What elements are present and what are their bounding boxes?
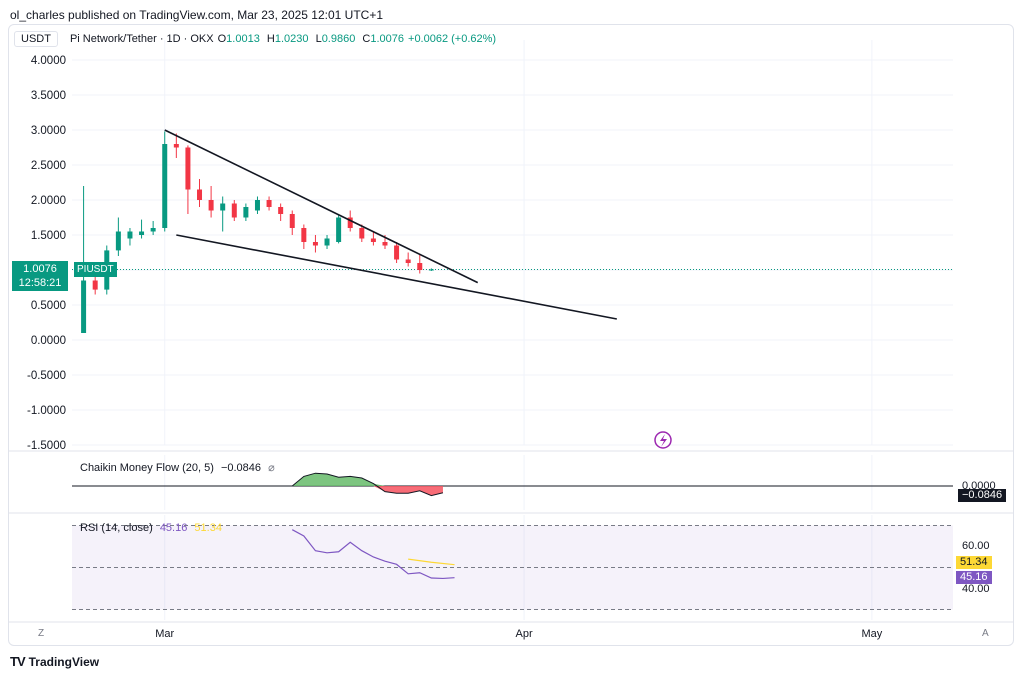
x-tick-label: Mar — [155, 628, 174, 640]
candle-body — [382, 242, 388, 246]
candle-body — [324, 238, 330, 246]
chart-header: USDT Pi Network/Tether · 1D · OKX O1.001… — [14, 31, 496, 47]
last-price-value: 1.0076 — [23, 263, 57, 275]
candle-body — [150, 228, 156, 232]
y-tick-label: 3.5000 — [31, 90, 66, 102]
candle-body — [92, 280, 98, 290]
candle-body — [359, 228, 365, 239]
candle-body — [428, 269, 434, 271]
publisher-line: ol_charles published on TradingView.com,… — [10, 8, 384, 22]
y-tick-label: -0.5000 — [27, 370, 66, 382]
auto-scale-left-button[interactable]: Z — [38, 628, 45, 639]
lightning-icon — [660, 434, 667, 447]
x-tick-label: May — [861, 628, 882, 640]
symbol-tag: PIUSDT — [74, 262, 117, 277]
candle-body — [127, 231, 133, 239]
auto-scale-right-button[interactable]: A — [982, 628, 989, 639]
y-tick-label: -1.5000 — [27, 440, 66, 452]
candle-body — [81, 280, 87, 333]
close-value: 1.0076 — [370, 33, 405, 45]
candle-body — [278, 207, 284, 214]
candle-body — [231, 203, 237, 218]
cmf-value: −0.0846 — [220, 462, 262, 474]
rsi-value: 45.16 — [159, 522, 188, 534]
candle-body — [173, 144, 179, 148]
brand-name: TradingView — [28, 654, 100, 669]
candle-body — [312, 242, 318, 246]
candle-body — [417, 263, 423, 270]
rsi-tick-60: 60.00 — [962, 540, 990, 552]
y-tick-label: 4.0000 — [31, 55, 66, 67]
candle-body — [139, 231, 145, 235]
low-label: L — [315, 33, 322, 45]
eye-icon[interactable]: ⌀ — [268, 462, 275, 474]
y-tick-label: 0.0000 — [31, 335, 66, 347]
close-label: C — [362, 33, 371, 45]
cmf-positive-area — [292, 473, 443, 486]
candle-body — [220, 203, 226, 211]
last-price-tag: 1.0076 12:58:21 — [12, 261, 68, 291]
candle-body — [394, 245, 400, 260]
trendline — [164, 129, 479, 284]
chart-frame — [8, 24, 1014, 646]
rsi-tick-40: 40.00 — [962, 583, 990, 595]
candle-body — [347, 217, 353, 228]
y-tick-label: 1.5000 — [31, 230, 66, 242]
y-tick-label: 3.0000 — [31, 125, 66, 137]
high-value: 1.0230 — [274, 33, 309, 45]
candle-body — [254, 200, 260, 211]
candle-body — [162, 144, 168, 228]
footer: TV TradingView — [10, 654, 99, 669]
rsi-legend: RSI (14, close) 45.16 51.34 — [80, 522, 222, 534]
rsi-last-label: 45.16 — [956, 571, 992, 584]
change-value: +0.0062 (+0.62%) — [408, 33, 497, 45]
symbol-title: Pi Network/Tether · 1D · OKX — [69, 33, 214, 45]
x-tick-label: Apr — [516, 628, 533, 640]
candle-body — [370, 238, 376, 242]
y-tick-label: 2.5000 — [31, 160, 66, 172]
candle-body — [197, 189, 203, 200]
cmf-title: Chaikin Money Flow (20, 5) — [80, 462, 214, 474]
y-tick-label: 0.5000 — [31, 300, 66, 312]
cmf-last-label: −0.0846 — [958, 489, 1007, 502]
candle-body — [336, 217, 342, 242]
candle-body — [405, 259, 411, 263]
candle-body — [185, 147, 191, 190]
candle-body — [115, 231, 121, 251]
low-value: 0.9860 — [321, 33, 356, 45]
bar-countdown: 12:58:21 — [18, 277, 62, 289]
tradingview-logo: TV — [10, 654, 26, 669]
cmf-line — [291, 472, 444, 497]
open-label: O — [217, 33, 227, 45]
candle-body — [301, 228, 307, 242]
y-tick-label: -1.0000 — [27, 405, 66, 417]
candle-body — [289, 214, 295, 228]
rsi-title: RSI (14, close) — [80, 522, 153, 534]
currency-button[interactable]: USDT — [14, 31, 58, 47]
rsi-ma-value: 51.34 — [194, 522, 222, 534]
y-tick-label: 2.0000 — [31, 195, 66, 207]
candle-body — [208, 200, 214, 211]
rsi-ma-last-label: 51.34 — [956, 556, 992, 569]
rsi-band-fill — [72, 525, 953, 610]
candle-body — [266, 200, 272, 207]
rsi-line — [291, 529, 455, 580]
ohlc-legend: O1.0013 H1.0230 L0.9860 C1.0076 — [214, 33, 404, 45]
candle-body — [243, 207, 249, 218]
high-label: H — [266, 33, 275, 45]
cmf-legend: Chaikin Money Flow (20, 5) −0.0846 ⌀ — [80, 461, 275, 474]
open-value: 1.0013 — [226, 33, 260, 45]
trendline — [176, 234, 617, 320]
rsi-ma-line — [408, 558, 455, 566]
